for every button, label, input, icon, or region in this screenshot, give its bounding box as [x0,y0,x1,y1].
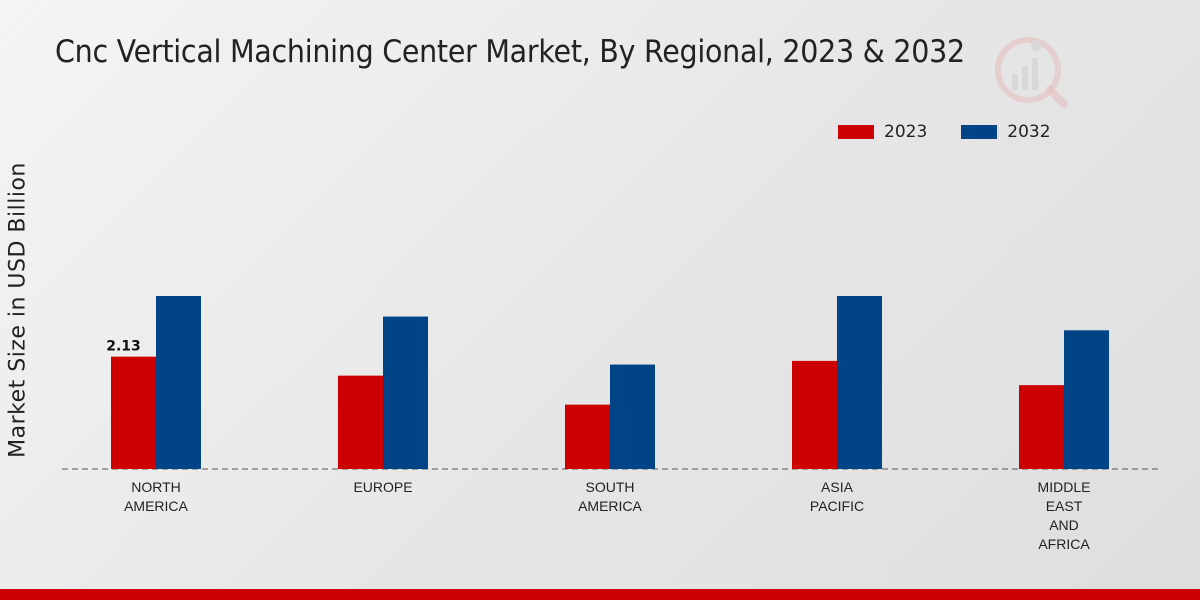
bar-2032-2 [610,364,655,469]
bar-2023-2 [565,404,610,469]
bar-2023-3 [792,360,837,469]
x-tick-label-2: SOUTH AMERICA [578,479,642,514]
legend-label-2023: 2023 [884,122,928,142]
data-label-0: 2.13 [106,339,141,355]
bar-2023-1 [338,375,383,469]
chart-title: Cnc Vertical Machining Center Market, By… [55,34,965,70]
bar-2023-4 [1019,385,1064,469]
x-tick-label-0: NORTH AMERICA [124,479,188,514]
bar-2032-3 [837,296,882,469]
x-tick-label-4: MIDDLE EAST AND AFRICA [1038,479,1091,552]
bar-2032-0 [156,296,201,469]
legend-item-2032: 2032 [961,122,1051,142]
bar-2032-4 [1064,330,1109,469]
bar-2032-1 [383,316,428,469]
brand-logo [992,30,1072,114]
chart-legend: 2023 2032 [838,122,1085,142]
legend-swatch-2023 [838,125,874,139]
x-tick-label-3: ASIA PACIFIC [810,479,864,514]
logo-graphic [995,37,1068,108]
bar-2023-0 [111,356,156,469]
legend-swatch-2032 [961,125,998,139]
legend-label-2032: 2032 [1007,122,1051,142]
footer-bar [0,589,1200,600]
legend-item-2023: 2023 [838,122,927,142]
x-tick-label-1: EUROPE [353,479,412,495]
